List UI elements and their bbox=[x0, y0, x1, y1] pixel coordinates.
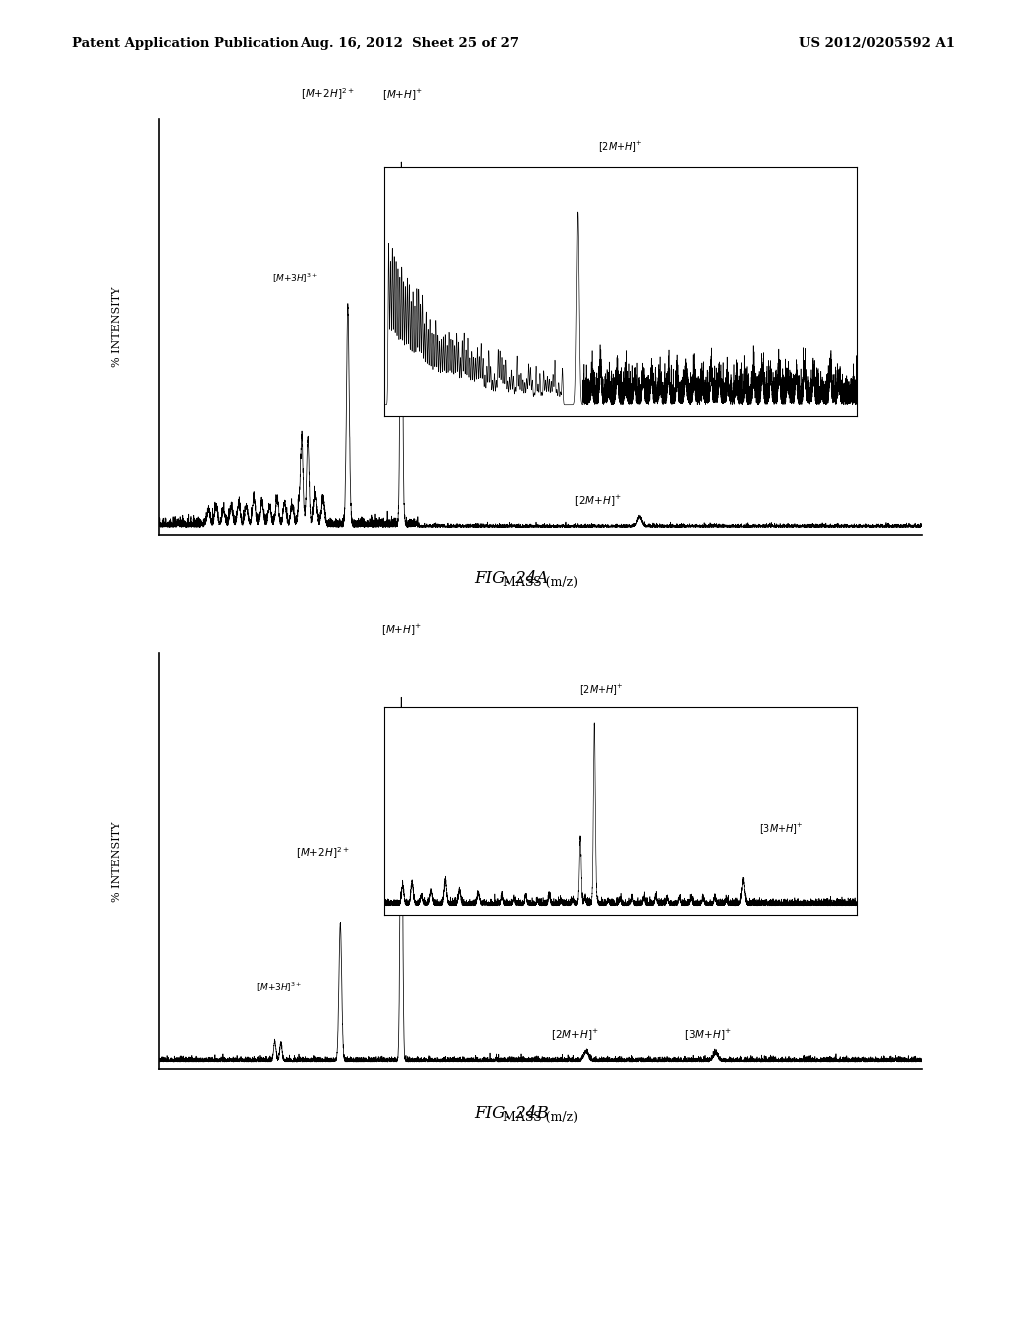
Text: % INTENSITY: % INTENSITY bbox=[112, 821, 122, 902]
Text: % INTENSITY: % INTENSITY bbox=[112, 286, 122, 367]
Text: MASS (m/z): MASS (m/z) bbox=[503, 1111, 578, 1123]
Text: $[M{+}3H]^{3+}$: $[M{+}3H]^{3+}$ bbox=[271, 272, 318, 285]
Text: MASS (m/z): MASS (m/z) bbox=[503, 576, 578, 589]
Text: $[2M{+}H]^{+}$: $[2M{+}H]^{+}$ bbox=[573, 492, 622, 508]
Text: Aug. 16, 2012  Sheet 25 of 27: Aug. 16, 2012 Sheet 25 of 27 bbox=[300, 37, 519, 50]
Text: $[M{+}H]^{+}$: $[M{+}H]^{+}$ bbox=[382, 87, 423, 102]
Text: $[M{+}3H]^{3+}$: $[M{+}3H]^{3+}$ bbox=[256, 981, 302, 994]
Text: $[2M{+}H]^{+}$: $[2M{+}H]^{+}$ bbox=[598, 139, 643, 154]
Text: $[3M{+}H]^{+}$: $[3M{+}H]^{+}$ bbox=[759, 821, 804, 837]
Text: $[M{+}2H]^{2+}$: $[M{+}2H]^{2+}$ bbox=[296, 846, 349, 861]
Text: Patent Application Publication: Patent Application Publication bbox=[72, 37, 298, 50]
Text: FIG. 24A: FIG. 24A bbox=[475, 570, 549, 587]
Text: $[2M{+}H]^{+}$: $[2M{+}H]^{+}$ bbox=[579, 682, 624, 697]
Text: $[M{+}2H]^{2+}$: $[M{+}2H]^{2+}$ bbox=[301, 87, 355, 102]
Text: $[2M{+}H]^{+}$: $[2M{+}H]^{+}$ bbox=[551, 1027, 598, 1043]
Text: FIG. 24B: FIG. 24B bbox=[475, 1105, 549, 1122]
Text: $[3M{+}H]^{+}$: $[3M{+}H]^{+}$ bbox=[684, 1027, 732, 1043]
Text: $[M{+}H]^{+}$: $[M{+}H]^{+}$ bbox=[381, 622, 422, 636]
Text: US 2012/0205592 A1: US 2012/0205592 A1 bbox=[799, 37, 954, 50]
